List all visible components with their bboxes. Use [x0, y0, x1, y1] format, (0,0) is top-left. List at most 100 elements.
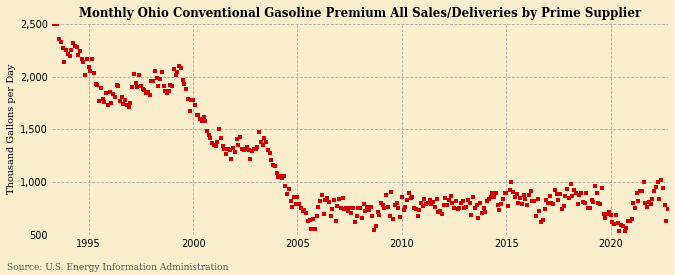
Point	[369, 227, 379, 232]
Point	[487, 191, 497, 196]
Point	[320, 198, 331, 202]
Point	[438, 203, 449, 207]
Point	[652, 180, 663, 184]
Point	[214, 127, 225, 132]
Point	[492, 202, 503, 207]
Point	[628, 200, 639, 205]
Point	[522, 203, 533, 207]
Point	[224, 148, 235, 152]
Point	[323, 200, 334, 204]
Point	[322, 196, 333, 201]
Point	[603, 210, 614, 214]
Point	[203, 133, 214, 138]
Point	[464, 200, 475, 205]
Point	[281, 192, 292, 196]
Point	[268, 163, 279, 167]
Point	[440, 196, 451, 200]
Point	[619, 229, 630, 233]
Point	[383, 205, 394, 209]
Point	[504, 188, 515, 192]
Point	[273, 175, 284, 179]
Point	[435, 209, 446, 213]
Point	[54, 36, 65, 41]
Point	[588, 200, 599, 204]
Point	[338, 196, 348, 201]
Point	[142, 90, 153, 94]
Point	[221, 152, 232, 156]
Point	[116, 95, 127, 100]
Point	[404, 191, 414, 196]
Point	[386, 189, 397, 194]
Point	[87, 57, 98, 61]
Point	[70, 44, 80, 49]
Point	[269, 164, 280, 168]
Point	[230, 150, 240, 154]
Point	[379, 206, 390, 210]
Point	[548, 202, 559, 206]
Point	[61, 48, 72, 52]
Point	[536, 219, 547, 224]
Point	[356, 216, 367, 221]
Point	[407, 195, 418, 200]
Point	[511, 192, 522, 196]
Point	[287, 205, 298, 209]
Point	[248, 147, 259, 152]
Point	[111, 82, 122, 87]
Point	[605, 213, 616, 217]
Point	[198, 114, 209, 119]
Point	[85, 68, 96, 73]
Point	[317, 192, 327, 197]
Point	[191, 113, 202, 117]
Point	[516, 201, 527, 206]
Point	[482, 199, 493, 204]
Point	[393, 205, 404, 210]
Point	[325, 214, 336, 219]
Point	[631, 191, 642, 195]
Point	[639, 180, 649, 184]
Point	[429, 205, 440, 209]
Point	[173, 64, 184, 68]
Point	[400, 205, 411, 209]
Point	[219, 147, 230, 151]
Point	[196, 119, 207, 123]
Point	[101, 90, 111, 95]
Point	[518, 192, 529, 197]
Point	[475, 200, 485, 205]
Point	[107, 92, 118, 97]
Point	[104, 89, 115, 94]
Point	[437, 212, 448, 217]
Point	[188, 98, 198, 103]
Point	[621, 226, 632, 230]
Point	[235, 134, 246, 139]
Point	[597, 185, 608, 190]
Point	[562, 187, 572, 191]
Point	[525, 189, 536, 194]
Point	[280, 184, 291, 189]
Point	[94, 99, 105, 103]
Point	[609, 222, 620, 226]
Point	[292, 195, 303, 199]
Point	[450, 199, 461, 204]
Point	[103, 103, 113, 108]
Point	[348, 206, 358, 211]
Point	[515, 196, 526, 200]
Point	[66, 47, 77, 52]
Point	[541, 198, 551, 202]
Point	[181, 87, 192, 91]
Point	[149, 69, 160, 73]
Point	[452, 207, 463, 211]
Point	[193, 113, 204, 117]
Point	[153, 84, 163, 89]
Point	[75, 49, 86, 53]
Point	[296, 206, 306, 210]
Point	[82, 57, 92, 61]
Point	[160, 88, 171, 93]
Point	[443, 198, 454, 202]
Point	[579, 201, 590, 205]
Point	[466, 213, 477, 217]
Point	[205, 135, 216, 140]
Point	[491, 191, 502, 195]
Point	[236, 147, 247, 151]
Point	[497, 197, 508, 201]
Point	[470, 205, 481, 210]
